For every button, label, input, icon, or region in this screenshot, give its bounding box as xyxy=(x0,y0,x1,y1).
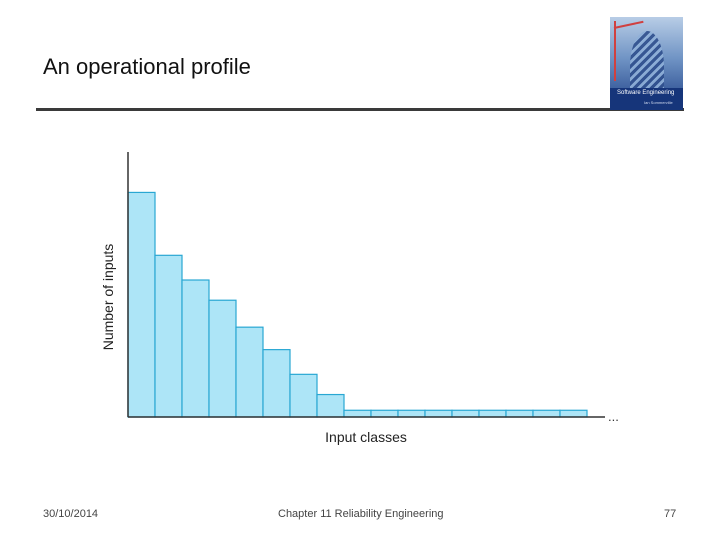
bar-8 xyxy=(316,393,345,418)
cover-author: Ian Sommerville xyxy=(644,100,673,105)
book-cover-image: Software Engineering Ian Sommerville xyxy=(610,17,683,110)
bar-13 xyxy=(451,409,480,418)
bars-group xyxy=(127,191,588,418)
bar-1 xyxy=(127,191,156,418)
bar-12 xyxy=(424,409,453,418)
bar-7 xyxy=(289,373,318,418)
x-axis-label: Input classes xyxy=(325,429,407,445)
cover-title: Software Engineering xyxy=(617,90,675,96)
y-axis-label: Number of inputs xyxy=(100,244,116,351)
bar-17 xyxy=(559,409,588,418)
crane-illustration xyxy=(614,21,616,81)
bar-16 xyxy=(532,409,561,418)
footer-chapter: Chapter 11 Reliability Engineering xyxy=(278,508,444,520)
footer-page-number: 77 xyxy=(664,508,677,520)
bar-10 xyxy=(370,409,399,418)
bar-11 xyxy=(397,409,426,418)
bar-6 xyxy=(262,349,291,418)
bar-3 xyxy=(181,279,210,418)
bar-9 xyxy=(343,409,372,418)
slide-title: An operational profile xyxy=(43,54,251,79)
footer-date: 30/10/2014 xyxy=(43,508,99,520)
bar-5 xyxy=(235,326,264,418)
bar-4 xyxy=(208,299,237,418)
cover-band xyxy=(610,88,683,110)
x-axis-continuation: ... xyxy=(608,409,619,424)
title-divider xyxy=(36,108,684,111)
bar-15 xyxy=(505,409,534,418)
bar-14 xyxy=(478,409,507,418)
bar-2 xyxy=(154,254,183,418)
